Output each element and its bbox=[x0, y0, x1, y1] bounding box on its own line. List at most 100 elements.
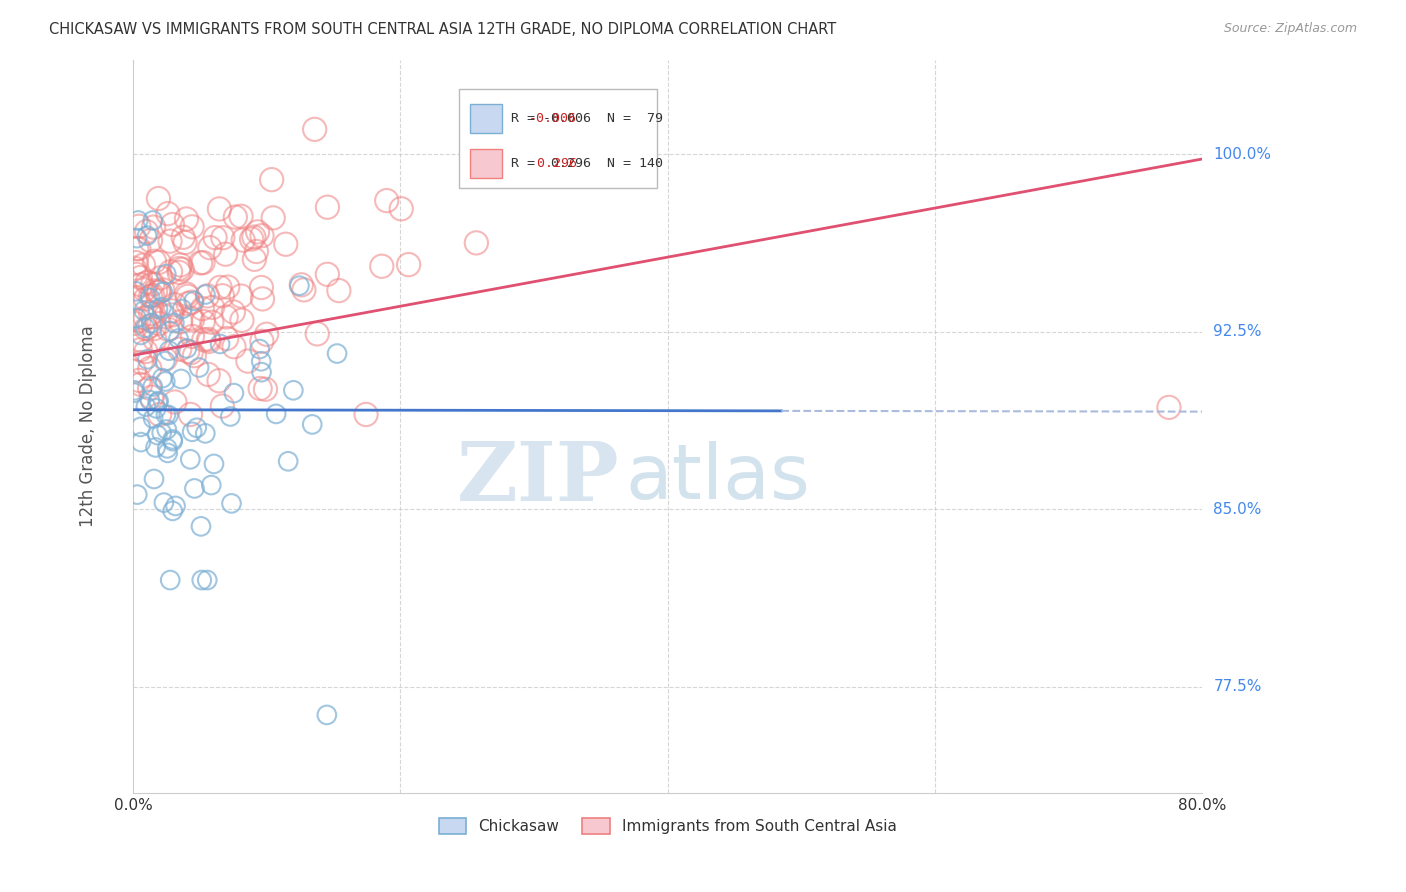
Point bbox=[465, 235, 488, 250]
Point bbox=[125, 285, 148, 299]
Point bbox=[136, 228, 159, 243]
Point bbox=[135, 344, 157, 359]
Point bbox=[214, 247, 236, 261]
Point bbox=[176, 287, 198, 301]
Point bbox=[204, 230, 226, 244]
Text: Source: ZipAtlas.com: Source: ZipAtlas.com bbox=[1223, 22, 1357, 36]
Point bbox=[128, 313, 150, 327]
Point bbox=[139, 291, 162, 305]
Point bbox=[224, 210, 246, 224]
Point bbox=[236, 354, 259, 368]
Point bbox=[304, 122, 326, 136]
Point bbox=[145, 441, 167, 455]
Point bbox=[193, 314, 215, 328]
Point bbox=[292, 283, 315, 297]
Point bbox=[167, 265, 190, 279]
Point bbox=[188, 360, 211, 375]
Point bbox=[155, 354, 177, 368]
Point bbox=[127, 487, 149, 501]
Point bbox=[129, 270, 152, 285]
Point bbox=[198, 334, 221, 349]
Point bbox=[124, 291, 146, 305]
Text: ZIP: ZIP bbox=[457, 438, 620, 517]
Point bbox=[169, 315, 191, 329]
Point bbox=[124, 261, 146, 276]
Point bbox=[142, 379, 165, 393]
Point bbox=[148, 317, 170, 331]
Point bbox=[134, 283, 156, 297]
Point bbox=[135, 225, 157, 239]
Point bbox=[277, 454, 299, 468]
Point bbox=[136, 276, 159, 290]
Point bbox=[142, 213, 165, 227]
Point bbox=[221, 496, 243, 510]
Point bbox=[169, 258, 191, 272]
Point bbox=[262, 211, 284, 225]
Point bbox=[250, 228, 273, 243]
Point bbox=[208, 280, 231, 294]
Point bbox=[129, 420, 152, 434]
Point bbox=[129, 334, 152, 348]
Point bbox=[141, 316, 163, 330]
Point bbox=[246, 225, 269, 239]
Point bbox=[219, 409, 242, 424]
Point bbox=[155, 310, 177, 324]
Point bbox=[211, 289, 233, 303]
Point bbox=[124, 384, 146, 398]
Point bbox=[146, 302, 169, 317]
Point bbox=[256, 327, 278, 342]
FancyBboxPatch shape bbox=[470, 103, 502, 133]
Point bbox=[148, 192, 170, 206]
Point bbox=[177, 296, 200, 310]
Point bbox=[215, 331, 238, 345]
Point bbox=[142, 411, 165, 425]
Point bbox=[209, 337, 232, 351]
Point bbox=[183, 293, 205, 308]
Point bbox=[124, 364, 146, 378]
Point bbox=[160, 308, 183, 322]
Point bbox=[157, 408, 180, 422]
Point bbox=[131, 277, 153, 292]
Point bbox=[124, 317, 146, 331]
Point bbox=[134, 321, 156, 335]
Point bbox=[139, 319, 162, 334]
Point bbox=[136, 352, 159, 367]
Text: R = -0.006  N =  79: R = -0.006 N = 79 bbox=[510, 112, 662, 125]
Point bbox=[141, 390, 163, 404]
Point bbox=[163, 298, 186, 312]
Point bbox=[211, 399, 233, 413]
FancyBboxPatch shape bbox=[470, 149, 502, 178]
Point bbox=[191, 255, 214, 269]
Point bbox=[167, 331, 190, 345]
Point bbox=[243, 252, 266, 267]
Point bbox=[180, 345, 202, 359]
Point bbox=[129, 435, 152, 450]
Point bbox=[195, 573, 218, 587]
Point bbox=[180, 311, 202, 326]
Text: R =  0.296  N = 140: R = 0.296 N = 140 bbox=[510, 157, 662, 170]
Point bbox=[135, 400, 157, 414]
Point bbox=[274, 237, 297, 252]
Point bbox=[165, 499, 187, 513]
Point bbox=[169, 343, 191, 357]
Text: CHICKASAW VS IMMIGRANTS FROM SOUTH CENTRAL ASIA 12TH GRADE, NO DIPLOMA CORRELATI: CHICKASAW VS IMMIGRANTS FROM SOUTH CENTR… bbox=[49, 22, 837, 37]
Point bbox=[139, 289, 162, 303]
Point bbox=[186, 421, 208, 435]
Point bbox=[222, 386, 245, 401]
Point bbox=[222, 305, 245, 319]
Point bbox=[389, 202, 412, 216]
Point bbox=[229, 209, 252, 223]
Point bbox=[316, 200, 339, 214]
Point bbox=[191, 573, 214, 587]
Point bbox=[148, 394, 170, 409]
Point bbox=[288, 278, 311, 293]
Point bbox=[198, 241, 221, 255]
Point bbox=[201, 315, 224, 329]
Point bbox=[129, 377, 152, 392]
Text: atlas: atlas bbox=[624, 441, 810, 515]
Point bbox=[183, 349, 205, 363]
Point bbox=[283, 384, 305, 398]
Point bbox=[148, 285, 170, 300]
Point bbox=[208, 202, 231, 216]
Point bbox=[150, 425, 173, 440]
